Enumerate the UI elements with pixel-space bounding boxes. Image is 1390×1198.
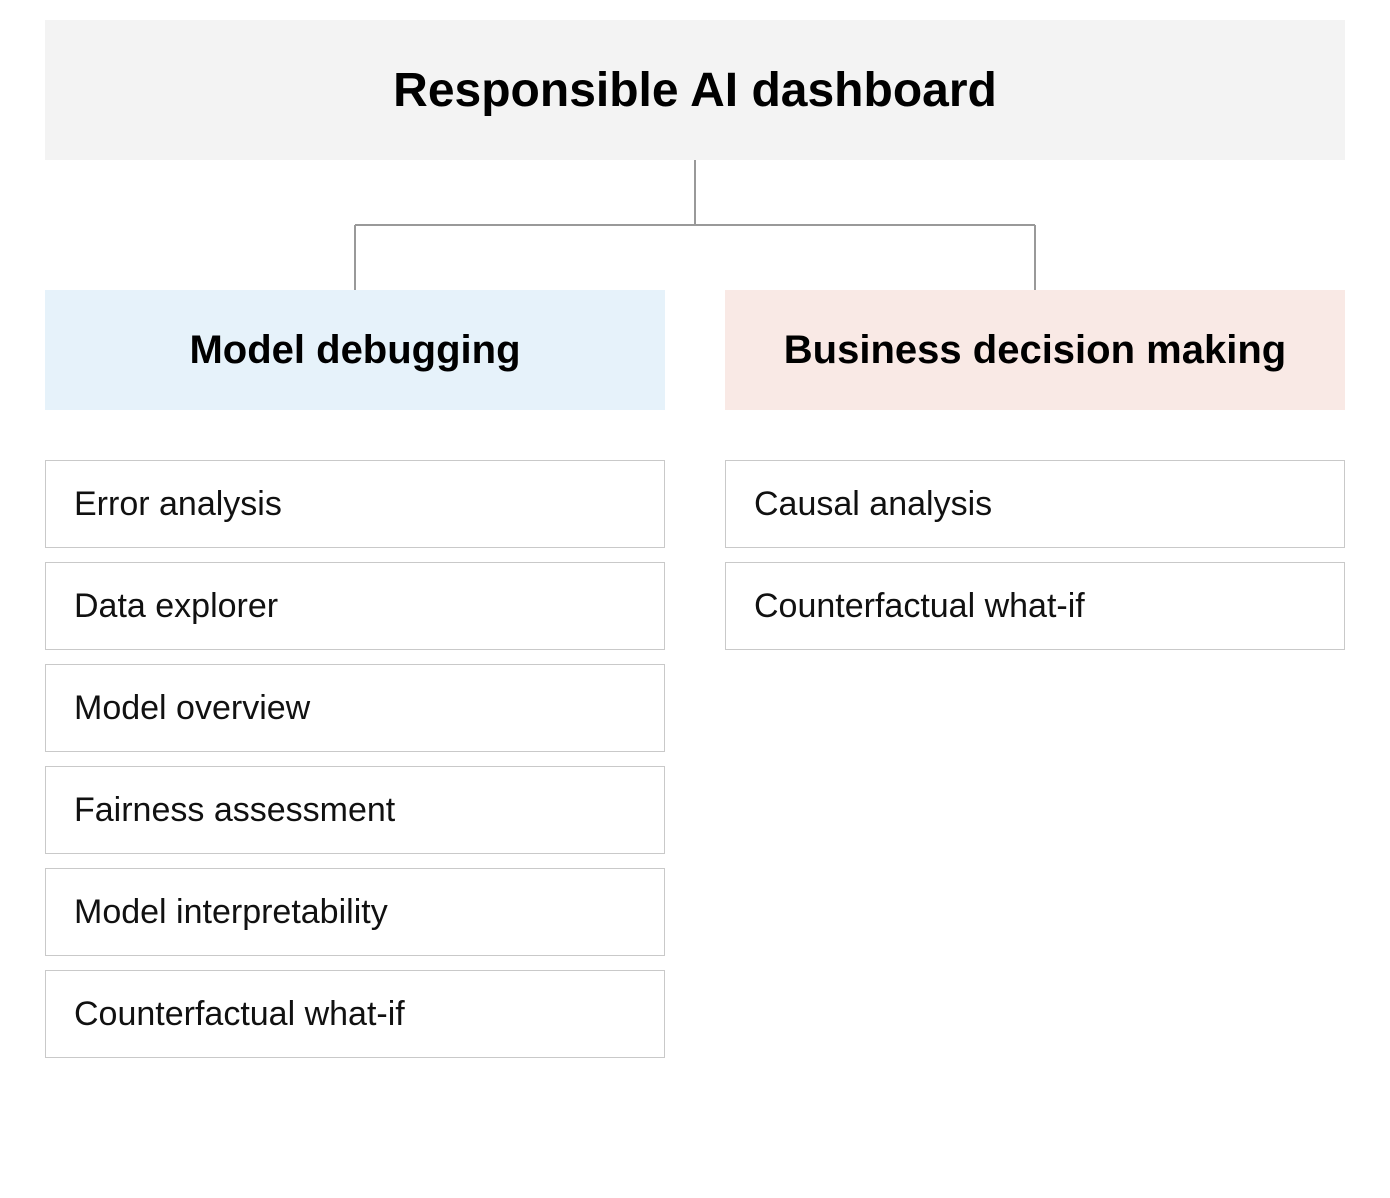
item-data-explorer: Data explorer xyxy=(45,562,665,650)
item-counterfactual-what-if-right: Counterfactual what-if xyxy=(725,562,1345,650)
tree-connector xyxy=(45,160,1345,290)
branch-header-model-debugging: Model debugging xyxy=(45,290,665,410)
branch-business-decision-making: Business decision making Causal analysis… xyxy=(725,290,1345,1058)
item-model-overview: Model overview xyxy=(45,664,665,752)
root-node: Responsible AI dashboard xyxy=(45,20,1345,160)
branch-model-debugging: Model debugging Error analysis Data expl… xyxy=(45,290,665,1058)
items-model-debugging: Error analysis Data explorer Model overv… xyxy=(45,460,665,1058)
item-fairness-assessment: Fairness assessment xyxy=(45,766,665,854)
branch-header-business-decision-making: Business decision making xyxy=(725,290,1345,410)
branches-row: Model debugging Error analysis Data expl… xyxy=(45,290,1345,1058)
item-counterfactual-what-if-left: Counterfactual what-if xyxy=(45,970,665,1058)
item-model-interpretability: Model interpretability xyxy=(45,868,665,956)
items-business-decision-making: Causal analysis Counterfactual what-if xyxy=(725,460,1345,650)
item-error-analysis: Error analysis xyxy=(45,460,665,548)
item-causal-analysis: Causal analysis xyxy=(725,460,1345,548)
